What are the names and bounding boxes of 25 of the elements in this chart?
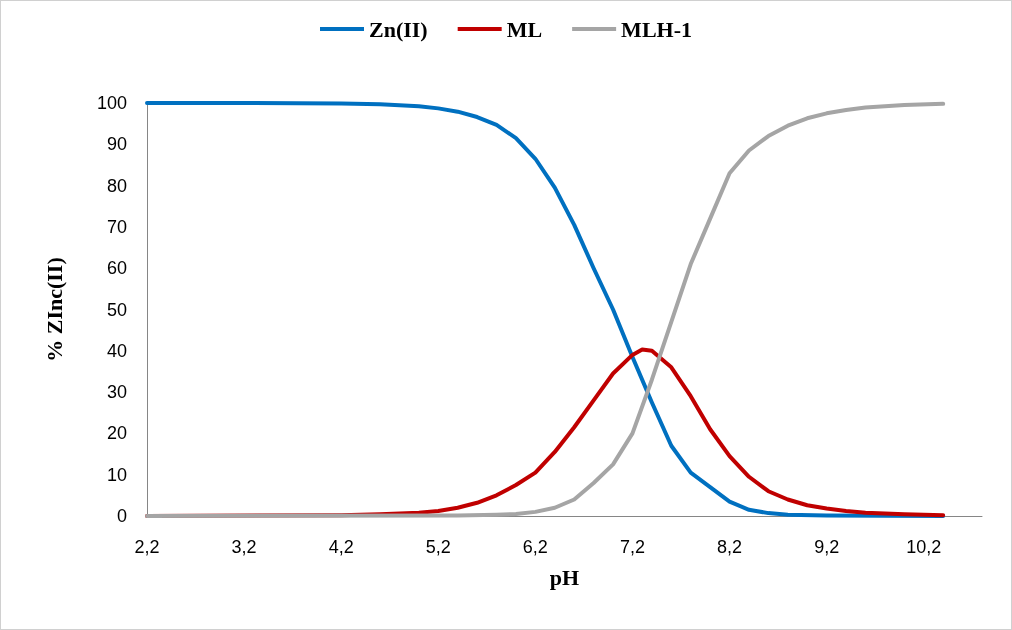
x-tick-label: 5,2 (425, 537, 451, 557)
y-tick-label: 90 (106, 134, 127, 155)
y-tick-label: 100 (96, 93, 127, 113)
y-tick-label: 10 (106, 464, 127, 485)
legend-label: Zn(II) (369, 16, 428, 42)
legend-label: MLH-1 (621, 16, 693, 42)
x-tick-label: 7,2 (619, 537, 645, 557)
x-tick-label: 8,2 (717, 537, 743, 557)
x-tick-label: 10,2 (906, 537, 942, 557)
x-tick-label: 9,2 (814, 537, 840, 557)
legend-label: ML (506, 16, 543, 42)
x-tick-label: 4,2 (328, 537, 354, 557)
y-tick-label: 60 (106, 258, 127, 279)
y-tick-label: 20 (106, 423, 127, 444)
x-tick-label: 3,2 (231, 537, 257, 557)
x-axis-title: pH (549, 564, 580, 590)
x-tick-label: 6,2 (522, 537, 548, 557)
y-tick-label: 80 (106, 175, 127, 196)
y-tick-label: 0 (116, 506, 127, 526)
x-tick-label: 2,2 (134, 537, 160, 557)
y-tick-label: 40 (106, 340, 127, 361)
y-tick-label: 30 (106, 382, 127, 403)
y-axis-title: % ZInc(II) (41, 257, 67, 362)
y-tick-label: 70 (106, 216, 127, 237)
y-tick-label: 50 (106, 299, 127, 320)
